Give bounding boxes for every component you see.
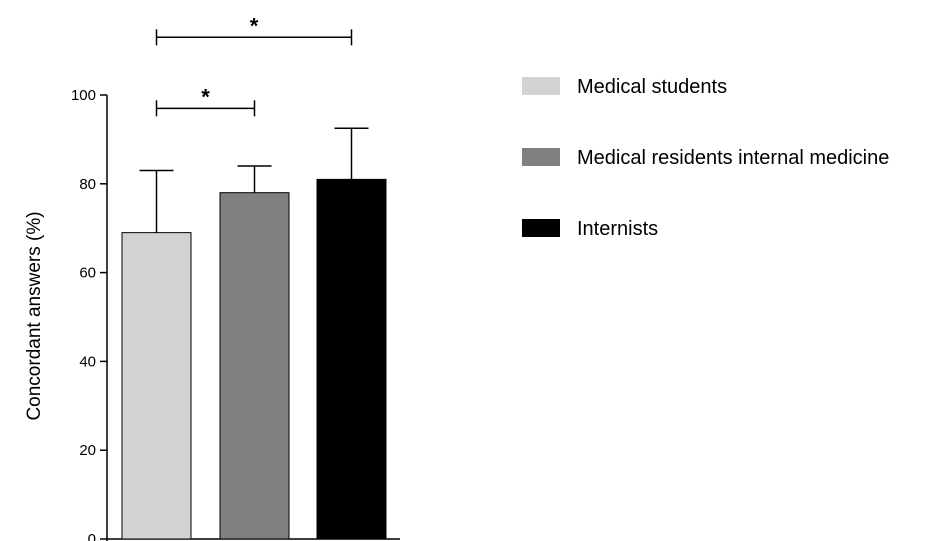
bar-3 [316, 178, 387, 540]
legend-swatch-1 [522, 77, 560, 95]
y-tick-label: 80 [79, 176, 96, 193]
y-axis-title: Concordant answers (%) [24, 211, 45, 420]
y-tick-label: 0 [88, 531, 96, 541]
bar-1 [121, 232, 192, 540]
y-tick-label: 40 [79, 353, 96, 370]
y-tick-label: 20 [79, 442, 96, 459]
significance-star-2: * [250, 13, 259, 38]
legend-swatch-2 [522, 148, 560, 166]
legend-label-2: Medical residents internal medicine [577, 147, 889, 169]
significance-star-1: * [201, 84, 210, 109]
legend-item-2: Medical residents internal medicine [522, 147, 889, 169]
y-tick-label: 100 [71, 87, 96, 104]
legend-item-3: Internists [522, 218, 658, 240]
legend-swatch-3 [522, 219, 560, 237]
y-tick-label: 60 [79, 265, 96, 282]
legend-label-1: Medical students [577, 76, 727, 98]
legend-item-1: Medical students [522, 76, 727, 98]
bar-2 [219, 192, 290, 540]
legend-label-3: Internists [577, 218, 658, 240]
